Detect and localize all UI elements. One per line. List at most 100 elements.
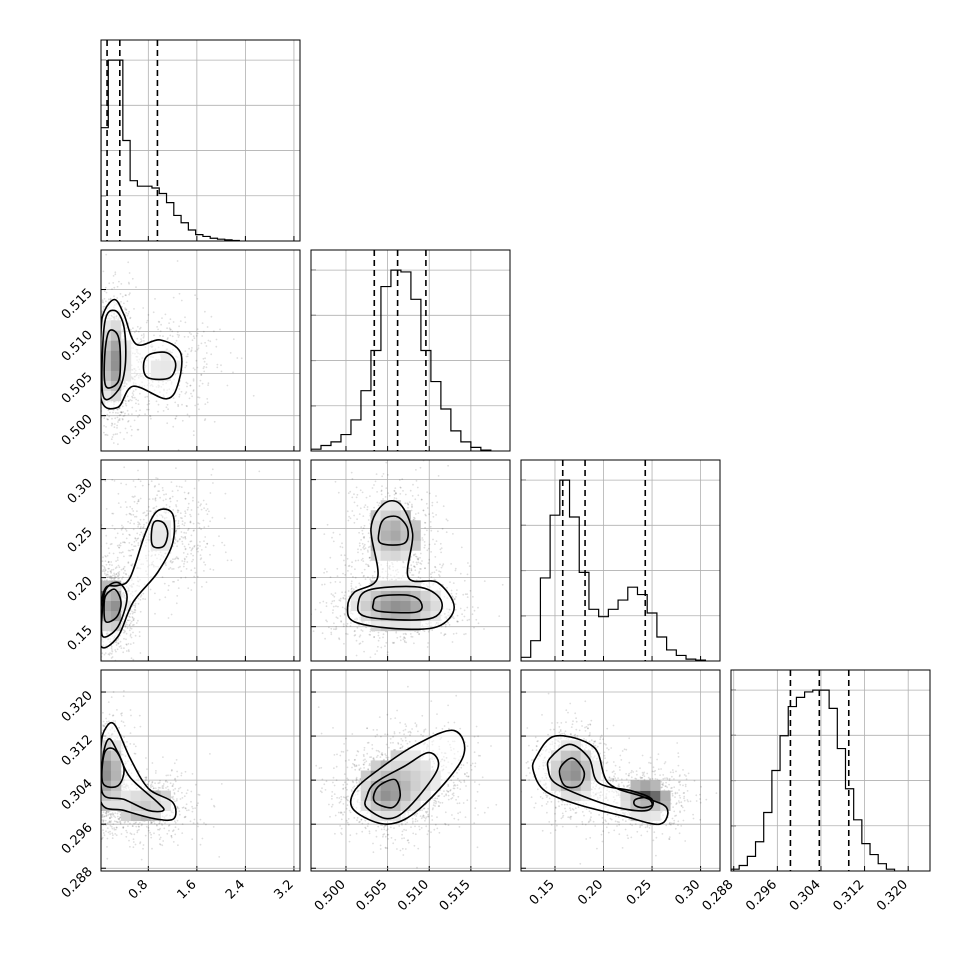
scatter-point (122, 576, 124, 578)
scatter-point (129, 513, 132, 515)
scatter-point (454, 569, 457, 572)
scatter-point (157, 403, 160, 406)
scatter-point (365, 496, 368, 499)
scatter-point (96, 567, 98, 569)
scatter-point (199, 554, 202, 556)
scatter-point (132, 510, 135, 512)
scatter-point (452, 596, 454, 599)
scatter-point (125, 404, 128, 407)
scatter-point (363, 574, 365, 577)
scatter-point (99, 580, 101, 582)
scatter-point (96, 625, 98, 627)
scatter-point (452, 533, 454, 535)
scatter-point (361, 542, 364, 545)
scatter-point (178, 485, 181, 488)
scatter-point (204, 357, 207, 360)
scatter-point (124, 412, 126, 415)
scatter-point (174, 532, 177, 535)
scatter-point (108, 567, 110, 570)
scatter-point (475, 618, 478, 621)
scatter-point (129, 522, 132, 525)
scatter-point (363, 535, 366, 538)
scatter-point (411, 505, 413, 508)
scatter-point (172, 425, 175, 428)
scatter-point (125, 530, 128, 532)
scatter-point (97, 595, 99, 597)
scatter-point (114, 649, 117, 651)
scatter-point (134, 495, 136, 498)
scatter-point (123, 302, 125, 305)
scatter-point (169, 500, 172, 503)
scatter-point (367, 540, 370, 543)
scatter-point (312, 630, 315, 633)
scatter-point (206, 542, 209, 545)
scatter-point (181, 403, 183, 406)
scatter-point (407, 503, 410, 506)
scatter-point (431, 501, 434, 504)
scatter-point (97, 417, 99, 419)
scatter-point (125, 643, 128, 646)
scatter-point (435, 540, 438, 542)
scatter-point (329, 576, 332, 578)
scatter-point (374, 653, 377, 655)
scatter-point (430, 529, 433, 532)
scatter-point (143, 511, 146, 514)
scatter-point (136, 337, 139, 340)
scatter-point (95, 354, 97, 356)
scatter-point (119, 640, 122, 643)
scatter-point (126, 409, 129, 412)
scatter-point (131, 495, 134, 498)
hist-frame-0 (100, 39, 301, 242)
scatter-point (401, 478, 404, 480)
scatter-point (101, 823, 103, 826)
scatter-point (139, 326, 142, 329)
scatter-point (113, 572, 115, 575)
scatter-point (203, 507, 206, 509)
scatter-point (451, 641, 454, 643)
scatter-point (162, 787, 165, 790)
tick-label-x: 0.288 (700, 877, 737, 914)
hist-panel-2 (520, 459, 721, 662)
scatter-point (90, 452, 92, 454)
scatter-point (158, 321, 161, 323)
scatter-point (107, 653, 110, 655)
scatter-point (90, 321, 92, 323)
scatter-point (404, 632, 407, 635)
scatter-point (365, 626, 367, 629)
scatter-point (402, 633, 405, 635)
scatter-point (355, 639, 358, 642)
scatter-point (107, 561, 110, 564)
scatter-point (110, 572, 112, 574)
hist-frame-3 (730, 669, 931, 872)
scatter-point (434, 565, 436, 568)
scatter-point (438, 575, 441, 578)
scatter-point (423, 541, 426, 543)
scatter-point (471, 606, 474, 608)
scatter-point (453, 597, 456, 600)
scatter-point (98, 813, 100, 815)
scatter-point (136, 428, 139, 431)
scatter-point (426, 507, 429, 509)
scatter-point (330, 602, 333, 605)
scatter-point (124, 630, 126, 633)
scatter-point (87, 326, 89, 328)
scatter-point (115, 673, 117, 675)
scatter-point (149, 510, 152, 513)
scatter-point (357, 559, 360, 562)
scatter-point (335, 605, 337, 608)
scatter-point (452, 582, 455, 584)
scatter-point (96, 336, 98, 338)
scatter-point (121, 295, 124, 298)
scatter-point (356, 493, 359, 496)
scatter-point (144, 413, 147, 415)
scatter-point (163, 506, 166, 509)
scatter-point (469, 589, 472, 592)
scatter-point (121, 551, 124, 553)
scatter-point (380, 646, 383, 649)
scatter-point (428, 513, 430, 516)
scatter-point (184, 522, 186, 524)
scatter-point (105, 815, 108, 817)
scatter-point (172, 321, 175, 323)
scatter-point (117, 571, 119, 574)
scatter-point (371, 575, 374, 577)
